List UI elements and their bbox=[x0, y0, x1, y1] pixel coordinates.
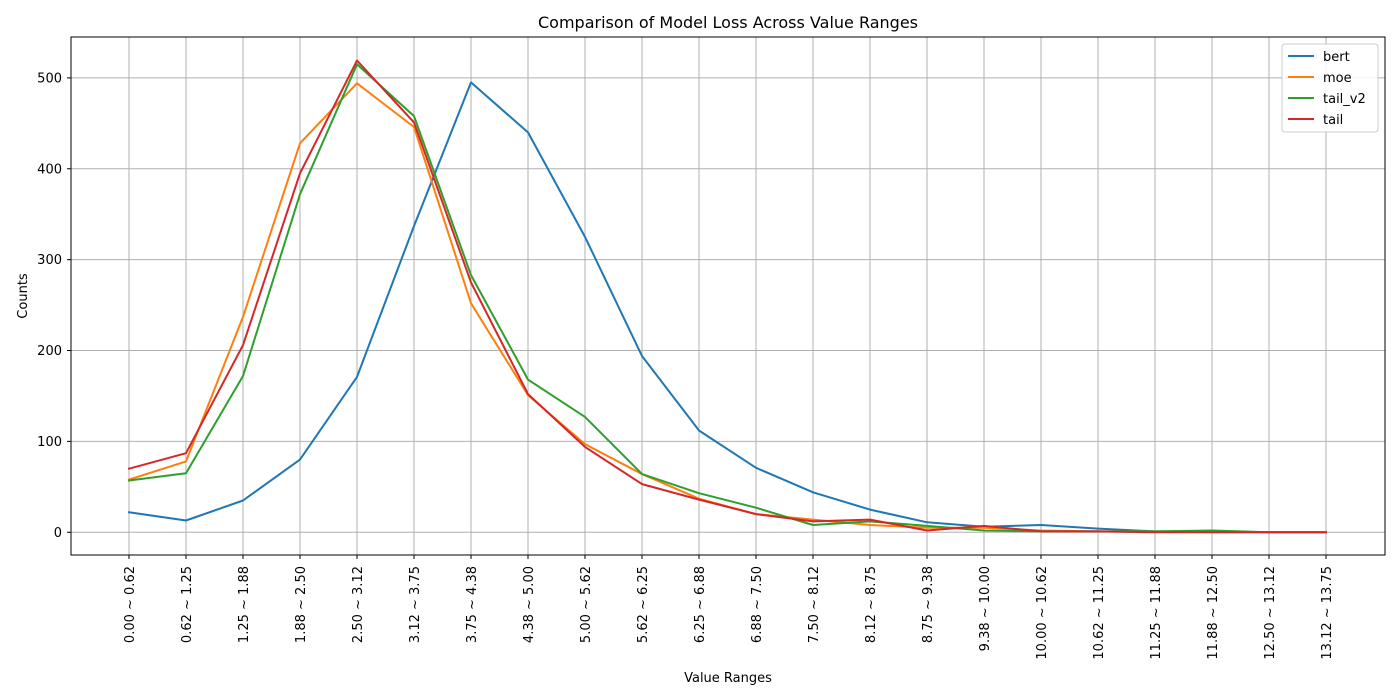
series-line-tail bbox=[127, 59, 1327, 534]
x-tick-label: 3.12 ~ 3.75 bbox=[408, 566, 423, 643]
y-tick-label: 300 bbox=[37, 253, 62, 268]
legend-label-tail: tail bbox=[1323, 113, 1343, 128]
x-tick-label: 10.00 ~ 10.62 bbox=[1035, 566, 1050, 660]
x-tick-label: 9.38 ~ 10.00 bbox=[978, 566, 993, 651]
y-axis-label: Counts bbox=[16, 273, 31, 319]
y-tick-label: 0 bbox=[54, 526, 62, 541]
legend-label-moe: moe bbox=[1323, 71, 1352, 86]
chart-title: Comparison of Model Loss Across Value Ra… bbox=[538, 13, 918, 32]
x-tick-label: 8.75 ~ 9.38 bbox=[921, 566, 936, 643]
x-tick-label: 11.25 ~ 11.88 bbox=[1149, 566, 1164, 660]
x-tick-label: 5.00 ~ 5.62 bbox=[579, 566, 594, 643]
x-tick-label: 4.38 ~ 5.00 bbox=[522, 566, 537, 643]
x-tick-label: 0.00 ~ 0.62 bbox=[123, 566, 138, 643]
x-tick-label: 3.75 ~ 4.38 bbox=[465, 566, 480, 643]
series-line-bert bbox=[127, 81, 1327, 534]
legend-label-bert: bert bbox=[1323, 50, 1350, 65]
x-tick-label: 11.88 ~ 12.50 bbox=[1206, 566, 1221, 660]
y-tick-label: 100 bbox=[37, 435, 62, 450]
x-tick-label: 13.12 ~ 13.75 bbox=[1320, 566, 1335, 660]
y-tick-label: 500 bbox=[37, 71, 62, 86]
y-tick-label: 200 bbox=[37, 344, 62, 359]
x-axis-label: Value Ranges bbox=[684, 671, 772, 686]
x-tick-label: 7.50 ~ 8.12 bbox=[807, 566, 822, 643]
legend-box bbox=[1281, 43, 1379, 133]
x-tick-label: 1.88 ~ 2.50 bbox=[294, 566, 309, 643]
x-tick-label: 0.62 ~ 1.25 bbox=[180, 566, 195, 643]
x-tick-label: 5.62 ~ 6.25 bbox=[636, 566, 651, 643]
x-tick-label: 1.25 ~ 1.88 bbox=[237, 566, 252, 643]
x-tick-label: 2.50 ~ 3.12 bbox=[351, 566, 366, 643]
x-tick-label: 8.12 ~ 8.75 bbox=[864, 566, 879, 643]
legend-label-tail_v2: tail_v2 bbox=[1323, 92, 1366, 107]
series-line-moe bbox=[127, 82, 1327, 534]
x-tick-label: 10.62 ~ 11.25 bbox=[1092, 566, 1107, 660]
y-tick-label: 400 bbox=[37, 162, 62, 177]
x-tick-label: 6.88 ~ 7.50 bbox=[750, 566, 765, 643]
x-tick-label: 12.50 ~ 13.12 bbox=[1263, 566, 1278, 660]
axis-ticks: 0 100 200 300 400 500 0.00 ~ 0.62 0.62 ~ 1.25 1.… bbox=[37, 71, 1335, 659]
plot-frame bbox=[70, 36, 1386, 556]
x-tick-label: 6.25 ~ 6.88 bbox=[693, 566, 708, 643]
series-lines bbox=[127, 59, 1327, 534]
